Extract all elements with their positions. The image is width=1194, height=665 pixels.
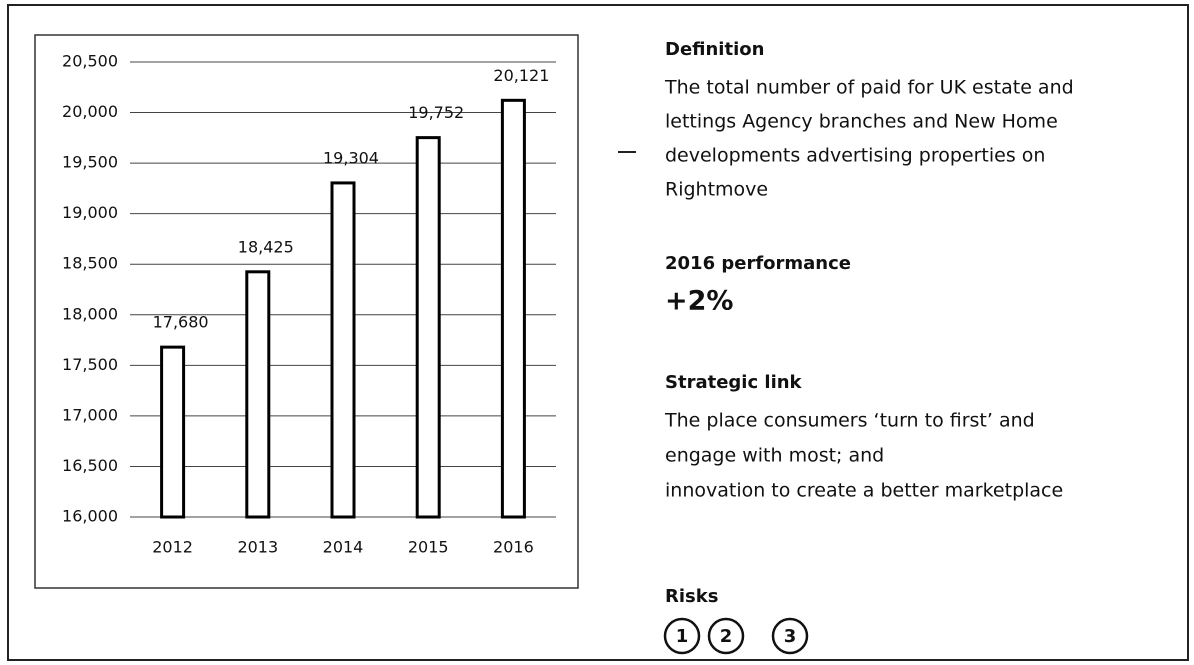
y-tick-label: 17,000 (62, 405, 118, 424)
risk-number: 3 (784, 626, 797, 647)
page-border (7, 4, 1189, 661)
bar (160, 345, 186, 519)
x-tick-label: 2013 (237, 538, 278, 557)
value-label: 20,121 (493, 66, 549, 85)
paragraph-line: The place consumers ‘turn to first’ and (664, 410, 1035, 432)
risk-number: 1 (676, 626, 689, 647)
y-tick-label: 18,000 (62, 304, 118, 323)
chart-frame (34, 34, 579, 589)
paragraph-line: lettings Agency branches and New Home (665, 111, 1058, 133)
y-tick-label: 16,000 (62, 507, 118, 526)
y-tick-label: 17,500 (62, 355, 118, 374)
paragraph-line: The total number of paid for UK estate a… (664, 77, 1074, 99)
paragraph-line: developments advertising properties on (665, 145, 1045, 167)
y-tick-label: 18,500 (62, 254, 118, 273)
heading: Risks (665, 586, 718, 607)
risk-number: 2 (720, 626, 733, 647)
paragraph-line: innovation to create a better marketplac… (665, 480, 1063, 502)
chart: 16,000 16,500 17,000 17,500 18,000 18,500 19,0… (62, 52, 556, 557)
paragraph-line: Rightmove (665, 179, 768, 201)
paragraph-line: engage with most; and (665, 445, 884, 467)
risk-badge (771, 617, 809, 655)
heading: Definition (665, 39, 764, 60)
value-label: 17,680 (153, 313, 209, 332)
y-tick-label: 16,500 (62, 456, 118, 475)
x-tick-label: 2012 (152, 538, 193, 557)
bar (245, 270, 271, 519)
heading: Strategic link (665, 372, 803, 393)
value-label: 18,425 (238, 237, 294, 256)
performance-value: +2% (665, 286, 733, 317)
y-tick-label: 20,000 (62, 102, 118, 121)
x-tick-label: 2016 (493, 538, 534, 557)
risk-badge (707, 617, 745, 655)
x-tick-label: 2015 (408, 538, 449, 557)
value-label: 19,304 (323, 148, 379, 167)
x-tick-label: 2014 (323, 538, 364, 557)
y-tick-label: 20,500 (62, 52, 118, 71)
value-label: 19,752 (408, 103, 464, 122)
risk-badge (663, 617, 701, 655)
y-tick-label: 19,500 (62, 153, 118, 172)
y-tick-label: 19,000 (62, 203, 118, 222)
heading: 2016 performance (665, 253, 851, 274)
bar (500, 98, 526, 519)
text-panel: Definition The total number of paid for U… (663, 39, 1074, 655)
bar (330, 181, 356, 519)
bar (415, 136, 441, 519)
